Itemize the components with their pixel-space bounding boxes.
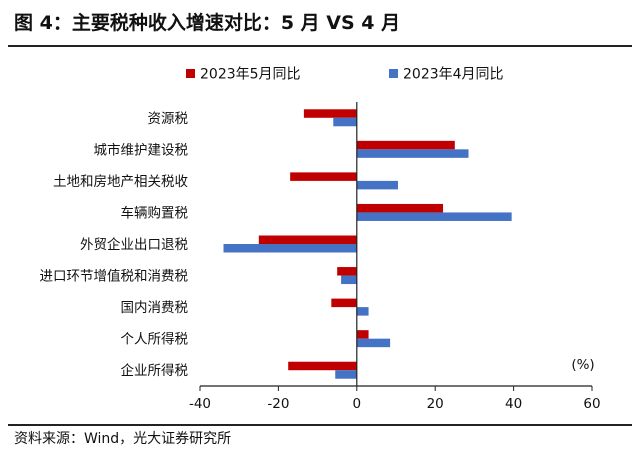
bar-series-2: [333, 117, 357, 127]
bar-series-1: [331, 298, 357, 308]
bar-series-2: [341, 275, 357, 285]
bar-series-2: [356, 212, 512, 221]
bar-series-1: [356, 330, 369, 339]
category-labels: 资源税城市维护建设税土地和房地产相关税收车辆购置税外贸企业出口退税进口环节增值税…: [40, 111, 189, 379]
bar-series-1: [258, 235, 357, 244]
x-tick-label: 40: [505, 396, 522, 412]
category-label: 土地和房地产相关税收: [53, 174, 188, 190]
bar-series-1: [337, 267, 357, 276]
bar-series-2: [356, 149, 469, 158]
category-label: 个人所得税: [121, 331, 189, 348]
x-tick-label: -40: [189, 396, 211, 412]
axes: -40 -20 0 20 40 60 (%): [189, 102, 601, 412]
bottom-rule: [8, 424, 632, 426]
category-label: 资源税: [148, 111, 189, 127]
bar-series-2: [356, 338, 391, 348]
x-tick-label: 20: [427, 396, 444, 412]
bar-series-1: [288, 361, 357, 371]
chart-legend: 2023年5月同比 2023年4月同比: [186, 67, 504, 83]
bar-series-2: [335, 370, 357, 379]
bar-series-1: [356, 140, 455, 150]
bar-chart: 2023年5月同比 2023年4月同比 资源税城市维护建设税土地和房地产相关税收车…: [40, 67, 601, 413]
bar-series-1: [356, 203, 444, 213]
x-tick-label: 0: [353, 396, 362, 412]
legend-swatch-2: [389, 69, 398, 78]
legend-label-1: 2023年5月同比: [200, 67, 301, 83]
category-label: 外贸企业出口退税: [80, 236, 188, 253]
category-label: 国内消费税: [121, 300, 189, 316]
category-label: 城市维护建设税: [94, 141, 189, 158]
x-tick-label: 60: [583, 396, 600, 412]
bar-series-1: [303, 109, 357, 118]
category-label: 进口环节增值税和消费税: [40, 269, 189, 285]
category-label: 企业所得税: [121, 362, 189, 379]
bars: [223, 109, 512, 379]
figure-title: 图 4：主要税种收入增速对比：5 月 VS 4 月: [14, 12, 401, 34]
legend-swatch-1: [186, 69, 195, 78]
bar-series-1: [290, 172, 357, 181]
bar-series-2: [356, 180, 398, 190]
source-note: 资料来源：Wind，光大证券研究所: [14, 431, 232, 447]
x-tick-label: -20: [267, 396, 289, 412]
top-rule: [8, 45, 632, 47]
unit-label: (%): [571, 357, 594, 373]
legend-label-2: 2023年4月同比: [403, 67, 504, 83]
bar-series-2: [223, 244, 357, 253]
category-label: 车辆购置税: [121, 204, 189, 221]
bar-series-2: [356, 307, 369, 316]
